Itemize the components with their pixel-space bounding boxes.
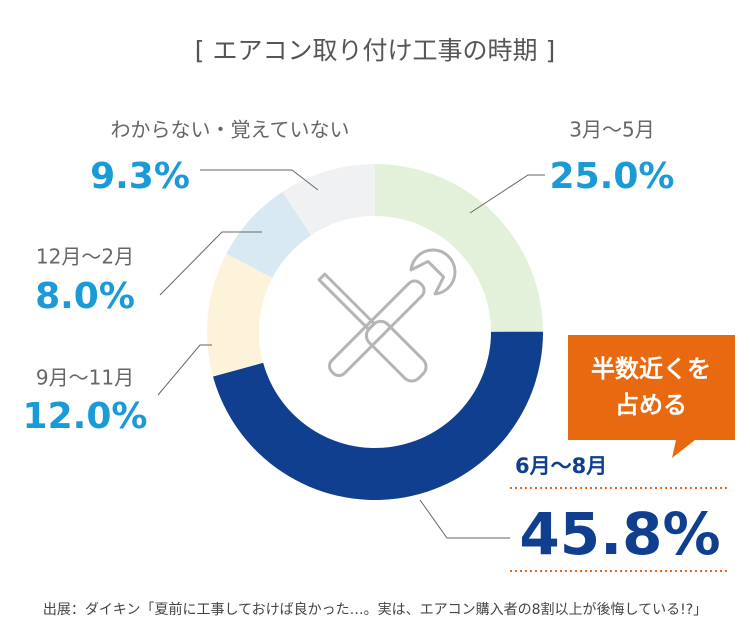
donut-segment [213,331,544,501]
value-label: 45.8% [519,500,720,568]
value-label: 25.0% [550,156,675,197]
category-label: 12月〜2月 [36,245,134,269]
value-label: 8.0% [35,276,135,317]
leader-line [469,174,545,214]
donut-segment [282,164,375,236]
category-label: わからない・覚えていない [111,118,350,142]
category-label: 3月〜5月 [569,118,654,142]
donut-segment [207,253,273,377]
leader-line [200,169,319,191]
leader-line [419,499,510,539]
annotation: 半数近くを [591,355,711,383]
annotation: 占める [615,391,687,419]
leader-line [157,344,212,396]
category-label: 6月〜8月 [515,454,607,478]
leader-line [159,231,262,296]
chart-title: [ エアコン取り付け工事の時期 ] [195,36,555,65]
value-label: 9.3% [90,156,190,197]
donut-segment [375,164,543,332]
tools-icon [317,248,457,383]
value-label: 12.0% [23,396,148,437]
donut-segment [226,191,312,278]
source: 出展：ダイキン「夏前に工事しておけば良かった…。実は、エアコン購入者の8割以上が… [43,601,707,618]
annotation-box [568,335,735,458]
category-label: 9月〜11月 [36,366,134,390]
